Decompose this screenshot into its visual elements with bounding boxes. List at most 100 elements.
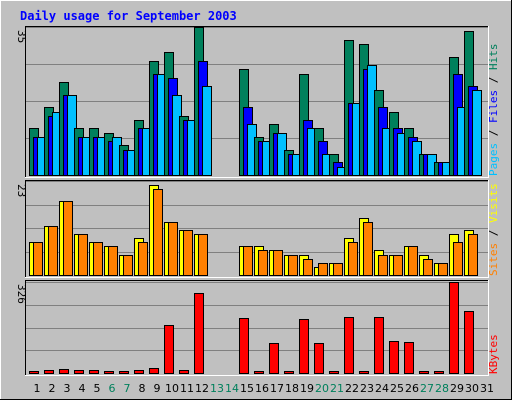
bar-sites-day-21 — [333, 263, 343, 276]
bar-kbytes-day-20 — [314, 343, 324, 374]
bar-sites-day-12 — [198, 234, 208, 276]
bar-kbytes-day-6 — [104, 371, 114, 374]
bar-kbytes-day-22 — [344, 317, 354, 374]
legend-files: Files — [487, 90, 500, 123]
bar-kbytes-day-16 — [254, 371, 264, 374]
bar-kbytes-day-9 — [149, 368, 159, 374]
y-max-label: 35 — [15, 30, 28, 43]
bar-sites-day-27 — [423, 259, 433, 276]
bar-sites-day-23 — [363, 222, 373, 276]
bar-sites-day-10 — [168, 222, 178, 276]
legend-sites: Sites — [487, 243, 500, 276]
bar-kbytes-day-1 — [29, 371, 39, 374]
bar-kbytes-day-23 — [359, 371, 369, 374]
x-tick-day-26: 26 — [405, 382, 419, 395]
x-tick-day-24: 24 — [375, 382, 389, 395]
legend-pages: Pages — [487, 143, 500, 176]
bar-kbytes-day-30 — [464, 311, 474, 374]
bar-kbytes-day-26 — [404, 342, 414, 374]
bar-kbytes-day-28 — [434, 371, 444, 374]
x-tick-day-16: 16 — [255, 382, 269, 395]
bar-sites-day-4 — [78, 234, 88, 276]
bar-kbytes-day-7 — [119, 371, 129, 374]
bar-sites-day-17 — [273, 250, 283, 276]
bar-sites-day-6 — [108, 246, 118, 276]
bar-kbytes-day-2 — [44, 370, 54, 374]
bar-sites-day-28 — [438, 263, 448, 276]
bar-sites-day-2 — [48, 226, 58, 276]
x-tick-day-14: 14 — [225, 382, 239, 395]
bar-sites-day-5 — [93, 242, 103, 276]
x-tick-day-19: 19 — [300, 382, 314, 395]
legend-separator: / — [487, 223, 500, 243]
bar-pages-day-12 — [202, 86, 212, 176]
bar-kbytes-day-10 — [164, 325, 174, 374]
bar-sites-day-1 — [33, 242, 43, 276]
x-tick-day-3: 3 — [64, 382, 71, 395]
bar-sites-day-16 — [258, 250, 268, 276]
x-tick-day-17: 17 — [270, 382, 284, 395]
bar-kbytes-day-11 — [179, 370, 189, 374]
bar-sites-day-7 — [123, 255, 133, 276]
bar-kbytes-day-8 — [134, 370, 144, 374]
x-tick-day-5: 5 — [94, 382, 101, 395]
panel-hits-files-pages: 35 Pages / Files / Hits — [15, 26, 500, 178]
legend-visits: Visits — [487, 183, 500, 223]
bar-sites-day-26 — [408, 246, 418, 276]
bar-kbytes-day-25 — [389, 341, 399, 374]
x-tick-day-10: 10 — [165, 382, 179, 395]
panel-kbytes: 326 KBytes — [15, 280, 500, 376]
bar-sites-day-11 — [183, 230, 193, 276]
y-max-label: 23 — [15, 184, 28, 197]
legend-separator: / — [487, 70, 500, 90]
x-tick-day-20: 20 — [315, 382, 329, 395]
bar-sites-day-3 — [63, 201, 73, 276]
x-tick-day-25: 25 — [390, 382, 404, 395]
x-tick-day-7: 7 — [124, 382, 131, 395]
x-tick-day-30: 30 — [465, 382, 479, 395]
x-tick-day-13: 13 — [210, 382, 224, 395]
x-tick-day-21: 21 — [330, 382, 344, 395]
bar-kbytes-day-15 — [239, 318, 249, 374]
x-tick-day-18: 18 — [285, 382, 299, 395]
x-tick-day-6: 6 — [109, 382, 116, 395]
bar-kbytes-day-3 — [59, 369, 69, 374]
bar-sites-day-15 — [243, 246, 253, 276]
bar-sites-day-29 — [453, 242, 463, 276]
bar-kbytes-day-17 — [269, 343, 279, 374]
x-tick-day-15: 15 — [240, 382, 254, 395]
side-legend: Pages / Files / Hits — [487, 44, 500, 177]
legend-separator: / — [487, 123, 500, 143]
bar-kbytes-day-19 — [299, 319, 309, 374]
bar-pages-day-30 — [472, 90, 482, 176]
bar-sites-day-8 — [138, 242, 148, 276]
y-max-label: 326 — [15, 284, 28, 304]
x-tick-day-1: 1 — [34, 382, 41, 395]
legend-kbytes: KBytes — [487, 334, 500, 374]
x-tick-day-11: 11 — [180, 382, 194, 395]
bar-sites-day-20 — [318, 263, 328, 276]
bar-sites-day-30 — [468, 234, 478, 276]
x-tick-day-9: 9 — [154, 382, 161, 395]
bar-sites-day-9 — [153, 189, 163, 276]
panel-visits-sites: 23 Sites / Visits — [15, 180, 500, 278]
x-axis: 1 2 3 4 5 6 7 8 9 10 11 12 13 14 15 16 17 18 19 20 21 22 23 24 2… — [34, 382, 495, 395]
x-tick-day-2: 2 — [49, 382, 56, 395]
x-tick-day-8: 8 — [139, 382, 146, 395]
x-tick-day-29: 29 — [450, 382, 464, 395]
side-legend: Sites / Visits — [487, 183, 500, 276]
bar-sites-day-18 — [288, 255, 298, 276]
chart-panels: 35 Pages / Files / Hits 23 Sites / Visits 32… — [15, 26, 500, 376]
bar-kbytes-day-18 — [284, 371, 294, 374]
x-tick-day-4: 4 — [79, 382, 86, 395]
bar-kbytes-day-27 — [419, 371, 429, 374]
legend-hits: Hits — [487, 44, 500, 71]
bar-kbytes-day-4 — [74, 370, 84, 374]
bar-kbytes-day-21 — [329, 371, 339, 374]
bar-sites-day-24 — [378, 255, 388, 276]
side-legend: KBytes — [487, 334, 500, 374]
x-tick-day-12: 12 — [195, 382, 209, 395]
bar-kbytes-day-5 — [89, 370, 99, 374]
x-tick-day-22: 22 — [345, 382, 359, 395]
